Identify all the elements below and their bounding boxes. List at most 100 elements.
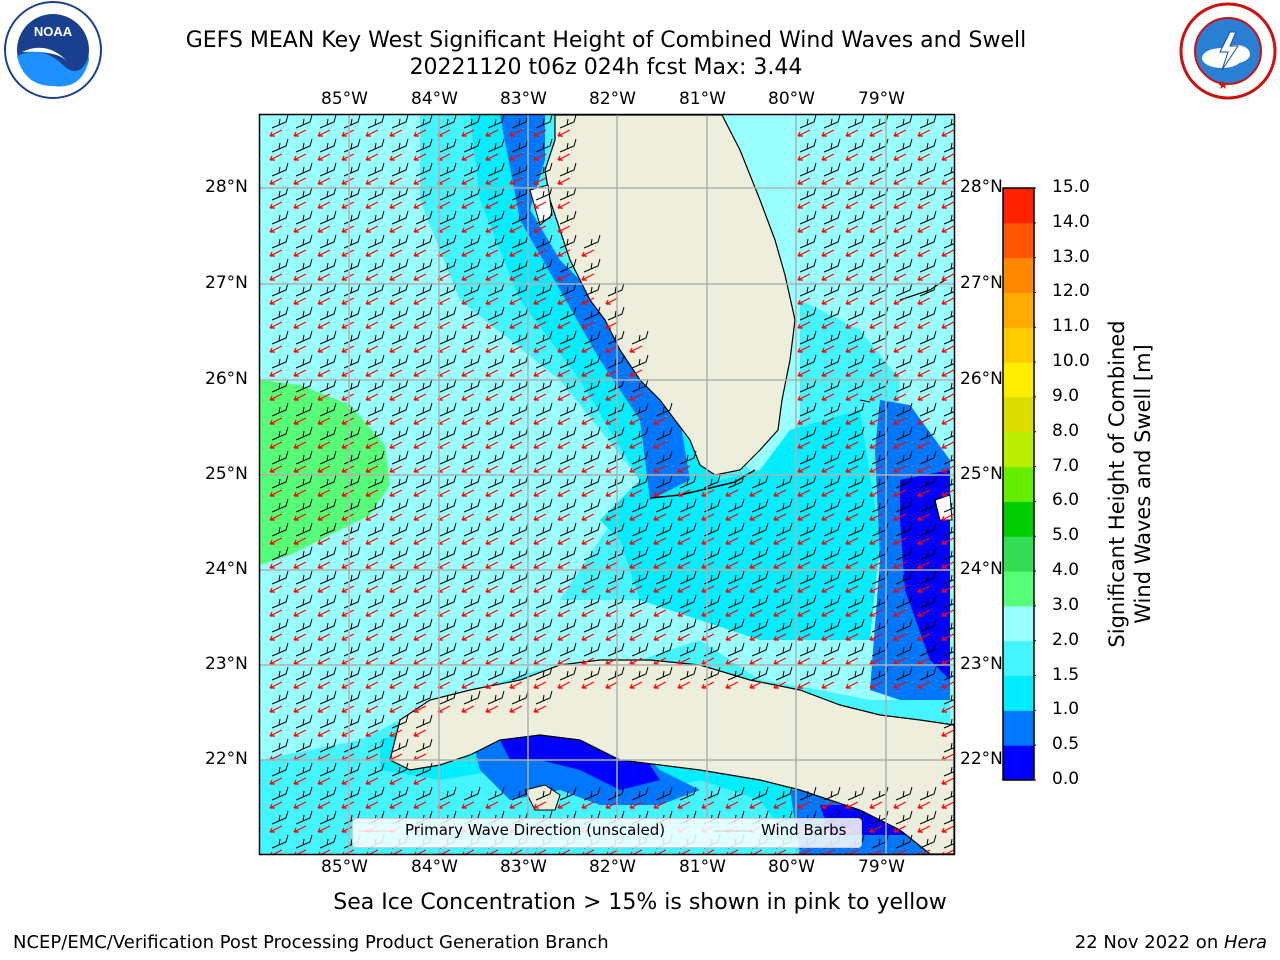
wind-barb (463, 570, 481, 585)
wind-barb (847, 642, 865, 657)
wave-direction-arrow (581, 345, 595, 353)
wind-barb (319, 570, 337, 585)
wind-barb (799, 450, 817, 465)
wind-barb (367, 354, 385, 369)
wind-barb (367, 426, 385, 441)
wind-barb (463, 306, 481, 321)
wind-barb (847, 498, 865, 513)
wind-barb (439, 786, 457, 801)
wind-barb (631, 474, 649, 489)
wind-barb (367, 138, 385, 153)
wind-barb (583, 618, 601, 633)
wave-direction-arrow (869, 537, 883, 545)
colorbar-tick-label: 2.0 (1052, 629, 1080, 650)
wave-direction-arrow (461, 465, 475, 473)
wave-direction-arrow (893, 369, 907, 377)
wave-direction-arrow (870, 849, 883, 854)
wave-direction-arrow (750, 849, 763, 854)
wave-direction-arrow (941, 609, 954, 617)
wind-barb (583, 234, 601, 249)
wave-direction-arrow (653, 489, 667, 497)
wind-barb (319, 834, 337, 849)
colorbar-tick-label: 5.0 (1052, 525, 1080, 546)
wave-direction-arrow (917, 345, 931, 353)
wind-barb (463, 282, 481, 297)
wind-barb (823, 618, 841, 633)
wave-direction-arrow (869, 177, 883, 185)
wave-direction-arrow (413, 201, 427, 209)
wind-barb (895, 618, 913, 633)
wave-direction-arrow (893, 249, 907, 257)
wave-direction-arrow (533, 177, 547, 185)
legend-wave-label: Primary Wave Direction (unscaled) (405, 821, 666, 839)
wave-direction-arrow (941, 417, 954, 425)
wind-barb (655, 402, 673, 417)
wave-direction-arrow (317, 801, 331, 809)
wind-barb (559, 786, 577, 801)
wave-direction-arrow (893, 417, 907, 425)
wave-direction-arrow (533, 513, 547, 521)
wind-barb (319, 450, 337, 465)
wave-direction-arrow (485, 609, 499, 617)
wave-direction-arrow (869, 201, 883, 209)
colorbar-title-line2: Wind Waves and Swell [m] (1131, 344, 1155, 624)
wind-barb (775, 474, 793, 489)
wind-barb (559, 186, 577, 201)
wind-barb (847, 162, 865, 177)
wave-direction-arrow (509, 681, 523, 689)
wave-direction-arrow (581, 513, 595, 521)
wind-barb (391, 138, 409, 153)
wave-direction-arrow (389, 801, 403, 809)
wave-direction-arrow (893, 489, 907, 497)
wave-direction-arrow (533, 393, 547, 401)
wave-direction-arrow (485, 705, 499, 713)
wave-direction-arrow (653, 537, 667, 545)
wind-barb (439, 210, 457, 225)
wind-barb (271, 618, 289, 633)
wave-direction-arrow (509, 489, 523, 497)
wave-direction-arrow (797, 369, 811, 377)
wave-direction-arrow (821, 657, 835, 665)
wind-barb (559, 594, 577, 609)
wind-barb (727, 498, 745, 513)
wave-direction-arrow (317, 177, 331, 185)
wave-direction-arrow (677, 513, 691, 521)
wave-direction-arrow (270, 849, 283, 854)
wind-barb (631, 450, 649, 465)
wind-barb (919, 354, 937, 369)
wave-direction-arrow (942, 849, 954, 854)
wind-barb (607, 474, 625, 489)
wind-barb (535, 786, 553, 801)
wave-direction-arrow (917, 657, 931, 665)
wind-barb (583, 426, 601, 441)
wave-direction-arrow (485, 489, 499, 497)
wind-barb (895, 666, 913, 681)
lon-label-top: 85°W (321, 89, 368, 109)
wind-barb (463, 115, 481, 129)
wind-barb (415, 378, 433, 393)
wave-direction-arrow (413, 321, 427, 329)
wave-direction-arrow (845, 345, 859, 353)
wind-barb (943, 454, 954, 465)
wave-direction-arrow (413, 249, 427, 257)
wave-direction-arrow (509, 297, 523, 305)
wind-barb (559, 402, 577, 417)
wave-direction-arrow (365, 537, 379, 545)
wave-direction-arrow (413, 441, 427, 449)
wind-barb (271, 378, 289, 393)
wave-direction-arrow (485, 537, 499, 545)
wave-direction-arrow (485, 369, 499, 377)
wave-direction-arrow (293, 393, 307, 401)
wave-direction-arrow (701, 489, 715, 497)
wave-direction-arrow (293, 657, 307, 665)
wave-direction-arrow (413, 225, 427, 233)
wind-barb (823, 258, 841, 273)
colorbar-tick-label: 9.0 (1052, 385, 1080, 406)
wind-barb (319, 738, 337, 753)
wind-barb (271, 186, 289, 201)
wind-barb (463, 690, 481, 705)
wind-barb (295, 714, 313, 729)
wind-barb (487, 426, 505, 441)
wind-barb (487, 570, 505, 585)
wave-direction-arrow (749, 657, 763, 665)
